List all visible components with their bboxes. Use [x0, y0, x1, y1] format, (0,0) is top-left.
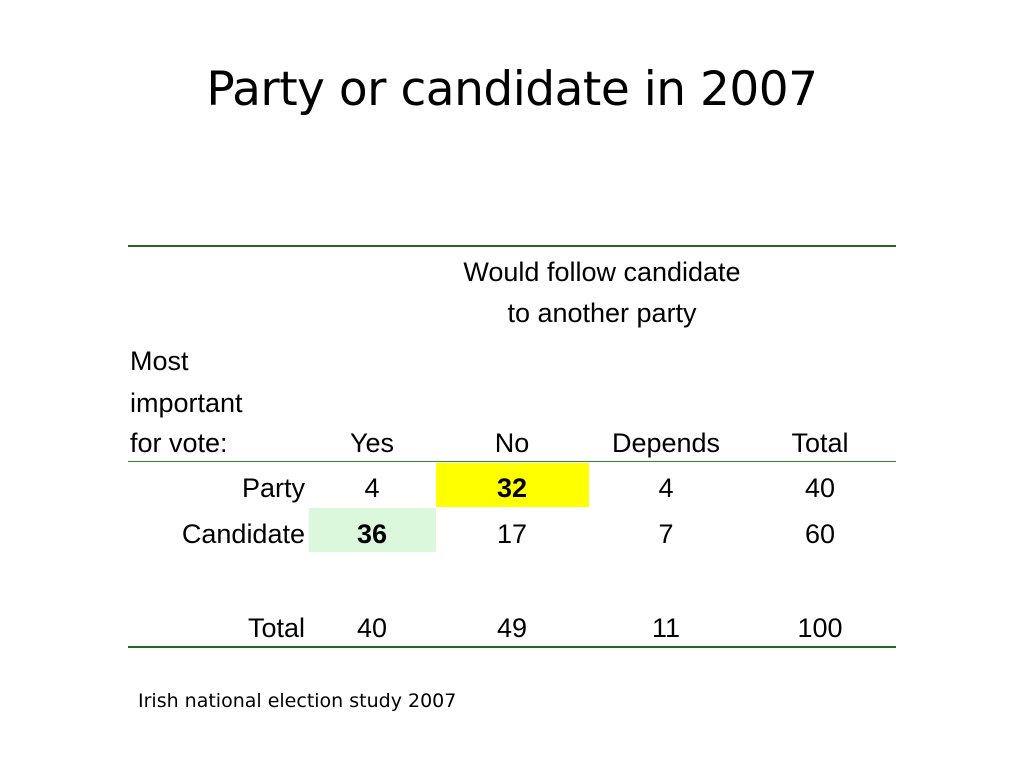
column-header-total: Total [791, 428, 849, 458]
cell-party-yes: 4 [364, 473, 380, 503]
row-header-line1: Most [130, 346, 189, 376]
cell-party-total: 40 [804, 473, 836, 503]
row-label-candidate: Candidate [181, 519, 305, 549]
cell-candidate-no: 17 [496, 519, 528, 549]
cell-party-depends: 4 [658, 473, 674, 503]
column-group-header-line1: Would follow candidate [463, 257, 741, 287]
header-rule [128, 461, 896, 462]
cell-total-yes: 40 [356, 613, 388, 643]
row-label-party: Party [241, 473, 305, 503]
row-header-line2: important [130, 388, 243, 418]
table-bottom-rule [128, 646, 896, 648]
cell-total-no: 49 [496, 613, 528, 643]
column-group-header-line2: to another party [507, 298, 697, 328]
column-header-depends: Depends [611, 428, 721, 458]
highlight-party-no [436, 463, 589, 507]
row-header-line3: for vote: [130, 428, 228, 458]
page-title: Party or candidate in 2007 [206, 62, 818, 117]
column-header-no: No [494, 428, 530, 458]
table-top-rule [128, 245, 896, 247]
highlight-candidate-yes [309, 508, 436, 552]
column-header-yes: Yes [349, 428, 395, 458]
cell-party-no: 32 [496, 473, 528, 503]
cell-candidate-depends: 7 [658, 519, 674, 549]
cell-candidate-total: 60 [804, 519, 836, 549]
row-label-total: Total [247, 613, 305, 643]
cell-total-depends: 11 [651, 613, 681, 643]
cell-total-total: 100 [797, 613, 843, 643]
cell-candidate-yes: 36 [356, 519, 388, 549]
source-note: Irish national election study 2007 [138, 690, 457, 712]
